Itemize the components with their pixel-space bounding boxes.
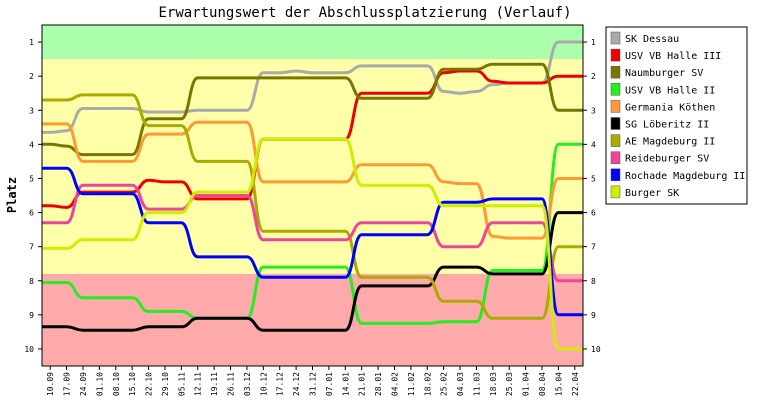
x-tick-label-16: 31.12 [309,372,318,396]
plot-area: 1 1 2 2 3 3 4 4 5 5 6 6 7 7 8 8 9 9 10 10 10.09 17.09 24.09 01.… [24,24,601,396]
x-tick-label-0: 10.09 [46,372,55,396]
x-tick-label-30: 08.04 [538,372,547,396]
legend-label-8: Rochade Magdeburg II [625,171,745,182]
zone-band-0 [42,25,583,60]
zone-band-1 [42,59,583,274]
y-tick-label-left-7: 7 [29,243,34,252]
y-tick-label-left-6: 6 [29,209,34,218]
series-line-7 [41,183,584,283]
legend-label-2: Naumburger SV [625,68,703,79]
x-tick-label-32: 22.04 [571,372,580,396]
series-line-6 [41,93,584,320]
legend-swatch-4 [610,100,621,113]
x-tick-label-18: 14.01 [341,372,350,396]
y-tick-label-left-8: 8 [29,277,34,286]
y-tick-label-left-1: 1 [29,38,34,47]
legend-label-4: Germania Köthen [625,102,715,113]
y-tick-label-right-10: 10 [591,345,601,354]
y-tick-label-right-5: 5 [591,174,596,183]
legend-swatch-8 [610,168,621,182]
series-line-9 [41,137,584,351]
x-tick-label-28: 25.03 [505,372,514,396]
x-tick-label-29: 01.04 [522,372,531,396]
series-line-2 [41,62,584,157]
x-tick-label-17: 07.01 [325,372,334,396]
legend-swatch-0 [610,31,621,45]
x-tick-label-6: 22.10 [145,372,154,396]
legend-label-1: USV VB Halle III [625,51,721,62]
y-tick-label-right-6: 6 [591,209,596,218]
legend-label-3: USV VB Halle II [625,85,715,96]
y-tick-label-left-3: 3 [29,106,34,115]
series-line-8 [41,166,584,317]
legend-swatch-3 [610,83,621,96]
x-tick-label-24: 25.02 [440,372,449,396]
legend-swatch-2 [610,65,621,79]
x-tick-label-5: 15.10 [128,372,137,396]
legend-swatch-6 [610,134,621,147]
y-tick-label-right-4: 4 [591,140,596,149]
x-tick-label-19: 21.01 [358,372,367,396]
y-tick-label-right-7: 7 [591,243,596,252]
y-tick-label-right-1: 1 [591,38,596,47]
legend: SK Dessau USV VB Halle III Naumburger SV US… [605,26,748,205]
x-tick-label-13: 10.12 [259,372,268,396]
y-tick-label-right-3: 3 [591,106,596,115]
legend-label-5: SG Löberitz II [625,120,709,131]
x-tick-label-20: 28.01 [374,372,383,396]
legend-label-6: AE Magdeburg II [625,137,715,148]
x-tick-label-14: 17.12 [276,372,285,396]
legend-frame [605,26,748,205]
x-tick-label-1: 17.09 [63,372,72,396]
legend-swatch-9 [610,185,621,199]
legend-swatch-7 [610,151,621,164]
x-tick-label-3: 01.10 [95,372,104,396]
y-tick-label-left-5: 5 [29,174,34,183]
x-tick-label-10: 19.11 [210,372,219,396]
y-tick-label-left-9: 9 [29,311,34,320]
x-tick-label-7: 29.10 [161,372,170,396]
zone-band-2 [42,273,583,366]
x-tick-label-23: 18.02 [423,372,432,396]
legend-swatch-5 [610,117,621,130]
x-tick-label-15: 24.12 [292,372,301,396]
y-tick-label-left-10: 10 [24,345,34,354]
chart-title: Erwartungswert der Abschlussplatzierung … [158,5,571,21]
x-tick-label-21: 04.02 [391,372,400,396]
y-tick-label-left-2: 2 [29,72,34,81]
legend-label-0: SK Dessau [625,34,679,45]
x-tick-label-26: 11.03 [472,372,481,396]
legend-swatch-1 [610,48,621,62]
x-tick-label-2: 24.09 [79,372,88,396]
y-tick-label-right-8: 8 [591,277,596,286]
x-tick-label-11: 26.11 [227,372,236,396]
x-tick-label-22: 11.02 [407,372,416,396]
y-tick-label-left-4: 4 [29,140,34,149]
x-tick-label-12: 03.12 [243,372,252,396]
series-line-3 [41,142,584,325]
series-lines [41,40,584,351]
legend-label-9: Burger SK [625,188,679,199]
x-tick-label-27: 18.03 [489,372,498,396]
x-tick-label-8: 05.11 [177,372,186,396]
legend-label-7: Reideburger SV [625,154,709,165]
x-tick-label-4: 08.10 [112,372,121,396]
y-tick-label-right-9: 9 [591,311,596,320]
series-line-0 [41,40,584,134]
y-tick-label-right-2: 2 [591,72,596,81]
x-tick-label-25: 04.03 [456,372,465,396]
series-line-5 [41,211,584,332]
y-axis-label: Platz [5,177,19,213]
series-line-4 [41,120,584,240]
x-tick-label-31: 15.04 [554,372,563,396]
x-tick-label-9: 12.11 [194,372,203,396]
